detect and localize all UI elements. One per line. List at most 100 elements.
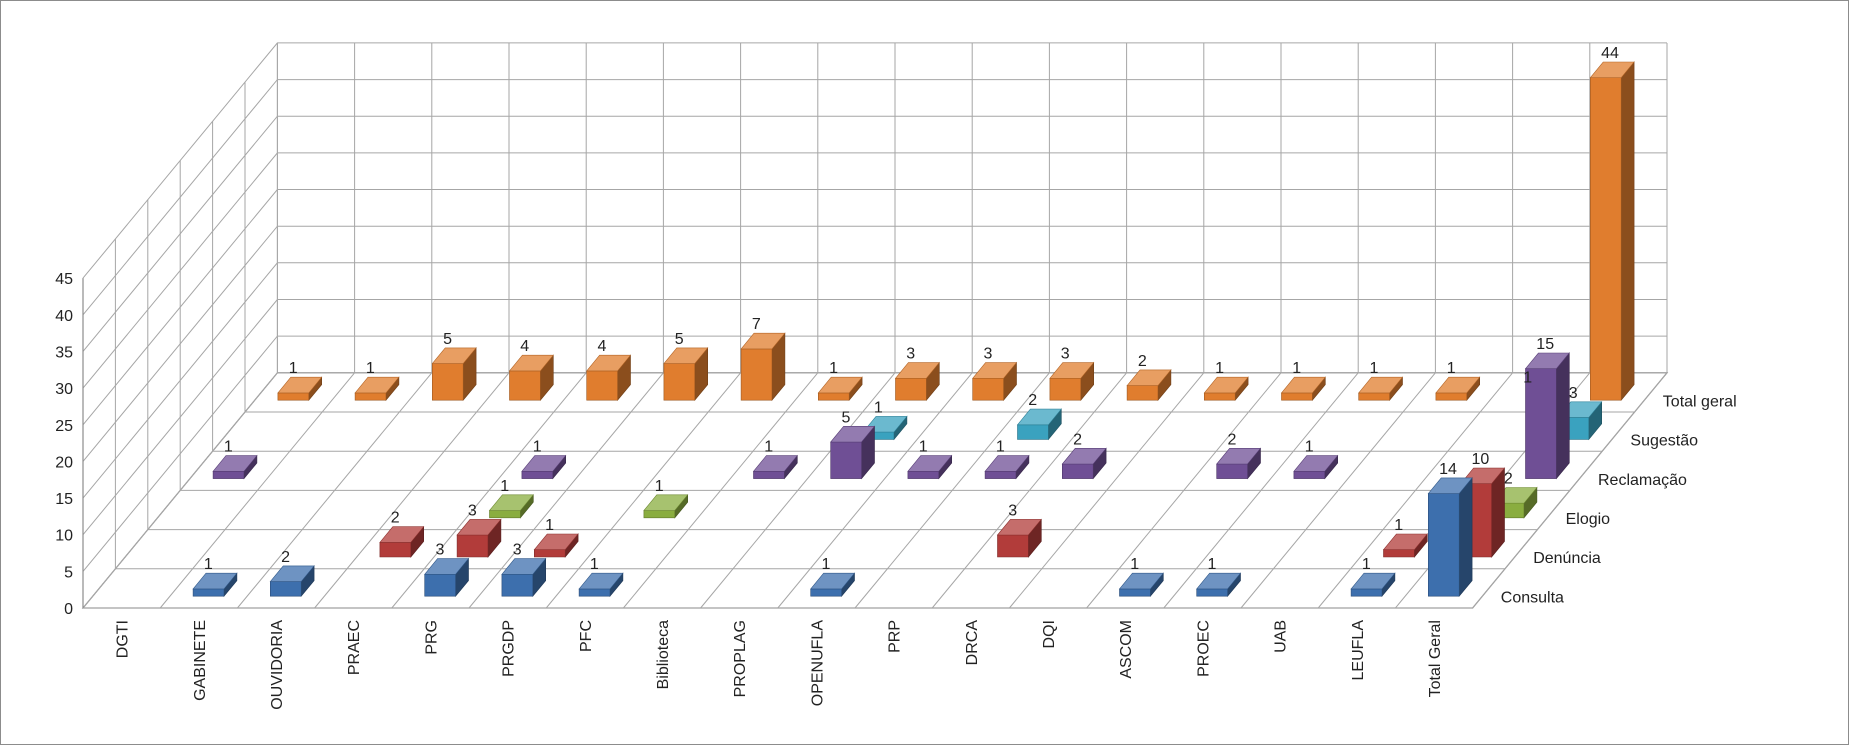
bar-front [192,588,225,597]
bar [1589,61,1635,402]
bar-side [1620,61,1635,402]
category-label: ASCOM [1118,620,1135,679]
data-label: 1 [919,439,928,456]
data-label: 4 [520,338,529,355]
data-label: 3 [1061,346,1070,363]
bar-side [1556,352,1570,480]
bar [269,565,315,598]
bar [456,518,502,558]
bar-top [752,455,798,472]
bar-top [1382,533,1428,551]
bar-top [810,572,856,590]
bar-front [972,377,1004,401]
bar-top [643,494,689,511]
y-tick-label: 0 [64,601,73,618]
data-label: 2 [1028,392,1037,409]
data-label: 5 [842,409,851,426]
bar-front [269,581,302,597]
bar [354,376,400,402]
bar-front [379,542,412,558]
bar [1358,376,1404,402]
data-label: 1 [764,439,773,456]
chart-walls [81,42,1669,609]
chart-bars [192,61,1635,598]
bar-front [586,370,618,401]
data-label: 3 [984,346,993,363]
bar-front [1216,463,1248,479]
data-label: 2 [391,510,400,527]
bar [379,525,425,558]
data-label: 1 [829,360,838,377]
data-label: 7 [752,316,761,333]
data-label: 2 [1073,431,1082,448]
y-tick-label: 5 [64,564,73,581]
bar-top [894,362,940,379]
data-label: 3 [468,502,477,519]
category-label: PRAEC [346,620,363,675]
bar-top [1126,369,1172,386]
bar [1435,376,1481,402]
bar-front [740,348,773,401]
bar-top [424,558,470,575]
y-tick-label: 10 [55,528,73,545]
data-label: 2 [1138,353,1147,370]
bar [277,376,323,402]
y-tick-label: 20 [55,454,73,471]
bar-front [1350,588,1383,597]
bar-front [1017,424,1049,440]
category-label: GABINETE [192,620,209,701]
bar-top [431,347,477,364]
category-label: DGTI [115,620,132,658]
series-label: Sugestão [1630,433,1698,450]
bar [501,557,547,598]
bar [830,425,876,480]
bar-top [488,494,534,511]
data-label: 1 [1130,556,1139,573]
bar-top [996,519,1042,536]
bar-top [1203,376,1249,394]
bar-top [379,526,425,543]
data-label: 1 [500,478,509,495]
bar [1382,533,1428,558]
data-label: 5 [443,331,452,348]
bar-front [1062,463,1094,479]
bar-front [753,470,785,479]
bar-top [1358,376,1404,394]
bar [907,454,953,480]
bar [578,572,624,598]
data-label: 1 [1394,517,1403,534]
bar [810,572,856,598]
bar-front [533,549,566,558]
series-label: Reclamação [1598,472,1687,489]
data-label: 1 [1370,360,1379,377]
data-label: 1 [1305,439,1314,456]
bar-top [269,565,315,582]
bar-top [1435,376,1481,394]
bar-front [489,510,521,519]
data-label: 1 [204,556,213,573]
bar-top [1350,572,1396,590]
bar [1280,376,1326,402]
bar-front [1428,493,1460,597]
category-label: Biblioteca [655,620,672,689]
series-labels: Consulta Denúncia Elogio Reclamação Sugestão… [1501,393,1737,606]
category-label: OUVIDORIA [269,620,286,710]
bar-front [1358,392,1390,401]
bar [663,347,709,402]
bar-front [1435,392,1468,401]
category-label: PRP [887,620,904,653]
bar-top [1427,477,1473,494]
bar-top [212,455,258,472]
bar-top [1118,572,1164,590]
bar [1126,369,1172,402]
bar-front [1049,377,1082,401]
bar [1293,454,1339,480]
bar-top [456,519,502,536]
bar-front [578,588,611,597]
bar [740,332,786,402]
data-label: 1 [655,478,664,495]
data-label: 3 [1008,502,1017,519]
bar-front [663,363,696,401]
bar-top [907,455,953,472]
